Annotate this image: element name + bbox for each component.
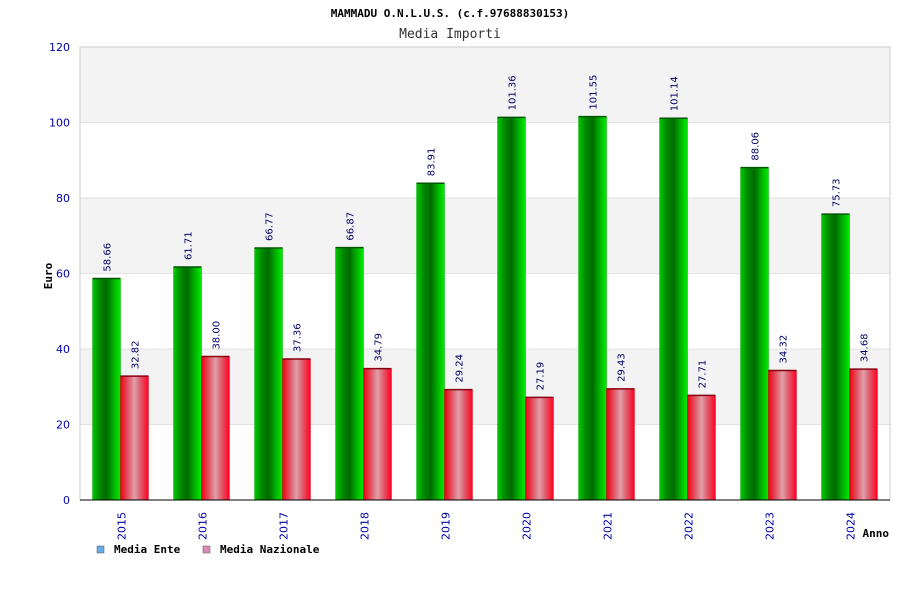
y-tick-label: 0 (63, 494, 70, 507)
bar-media-ente (659, 117, 688, 501)
y-axis-ticks: 0 20 40 60 80 100 120 (49, 41, 70, 507)
bar-media-nazionale (363, 368, 392, 501)
bar-media-ente (335, 247, 364, 501)
x-tick-label: 2023 (764, 512, 777, 540)
bar-media-nazionale (606, 388, 635, 501)
chart-subtitle: Media Importi (399, 27, 501, 42)
y-tick-label: 120 (49, 41, 70, 54)
x-tick-label: 2018 (359, 512, 372, 540)
value-label: 58.66 (103, 243, 114, 272)
y-tick-label: 40 (56, 343, 70, 356)
value-labels: 58.66 32.82 61.71 38.00 66.77 37.36 66.87 34.79… (103, 75, 871, 391)
value-label: 61.71 (184, 231, 195, 260)
x-tick-label: 2019 (440, 512, 453, 540)
bar-media-nazionale (687, 395, 716, 501)
y-tick-label: 20 (56, 419, 70, 432)
x-axis-label: Anno (863, 527, 890, 540)
value-label: 29.43 (616, 353, 627, 382)
x-tick-label: 2016 (197, 512, 210, 540)
value-label: 27.19 (535, 362, 546, 391)
x-tick-label: 2015 (116, 512, 129, 540)
bar-media-nazionale (120, 375, 149, 501)
grid-band (80, 47, 890, 123)
bar-media-nazionale (525, 397, 554, 501)
legend-label-media-nazionale: Media Nazionale (220, 543, 320, 556)
value-label: 101.14 (670, 76, 681, 111)
value-label: 34.79 (373, 333, 384, 362)
bars (92, 115, 878, 501)
x-axis-ticks: 2015 2016 2017 2018 2019 2020 2021 2022 2023 2024 (116, 512, 858, 540)
legend: Media Ente Media Nazionale (96, 543, 320, 556)
y-tick-label: 60 (56, 268, 70, 281)
bar-media-nazionale (282, 358, 311, 501)
value-label: 34.68 (859, 333, 870, 362)
bar-media-ente (416, 182, 445, 501)
legend-label-media-ente: Media Ente (114, 543, 181, 556)
value-label: 27.71 (697, 360, 708, 389)
value-label: 66.77 (265, 212, 276, 241)
bar-media-nazionale (768, 370, 797, 501)
legend-swatch-media-nazionale (202, 545, 211, 554)
y-tick-label: 100 (49, 117, 70, 130)
value-label: 75.73 (832, 178, 843, 207)
bar-media-ente (578, 116, 607, 501)
chart-title: MAMMADU O.N.L.U.S. (c.f.97688830153) (331, 7, 569, 20)
legend-swatch-media-ente (96, 545, 105, 554)
x-tick-label: 2020 (521, 512, 534, 540)
x-tick-label: 2022 (683, 512, 696, 540)
bar-media-ente (173, 266, 202, 501)
bar-media-nazionale (849, 368, 878, 501)
value-label: 29.24 (454, 354, 465, 383)
bar-media-ente (254, 247, 283, 501)
bar-media-ente (497, 117, 526, 501)
bar-media-ente (821, 213, 850, 501)
value-label: 34.32 (778, 335, 789, 364)
x-tick-label: 2017 (278, 512, 291, 540)
y-axis-label: Euro (42, 262, 55, 289)
value-label: 38.00 (211, 321, 222, 350)
x-tick-label: 2021 (602, 512, 615, 540)
value-label: 101.55 (589, 75, 600, 110)
y-tick-label: 80 (56, 192, 70, 205)
bar-media-nazionale (201, 356, 230, 501)
value-label: 101.36 (508, 75, 519, 110)
value-label: 37.36 (292, 323, 303, 352)
value-label: 83.91 (427, 148, 438, 177)
bar-media-ente (740, 167, 769, 501)
x-tick-label: 2024 (845, 512, 858, 540)
value-label: 88.06 (751, 132, 762, 161)
bar-media-ente (92, 278, 121, 501)
value-label: 32.82 (130, 340, 141, 369)
value-label: 66.87 (346, 212, 357, 241)
bar-media-nazionale (444, 389, 473, 501)
